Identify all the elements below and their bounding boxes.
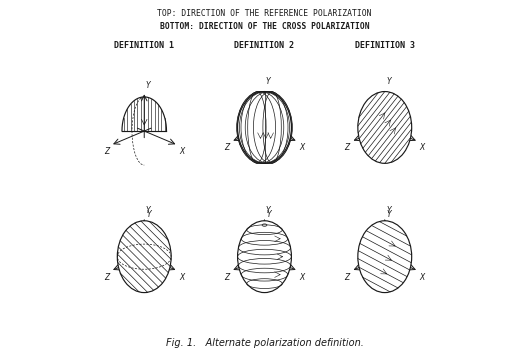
Ellipse shape [358,221,412,293]
Text: DEFINITION 3: DEFINITION 3 [355,41,415,50]
Text: X: X [299,143,305,152]
Text: X: X [299,272,305,281]
Text: DEFINITION 2: DEFINITION 2 [234,41,295,50]
Text: Z: Z [344,143,350,152]
Text: Z: Z [224,143,230,152]
Ellipse shape [238,92,291,163]
Text: Z: Z [104,272,109,281]
Text: Y: Y [145,206,150,215]
Text: Y: Y [386,206,391,215]
Text: Y: Y [266,77,270,86]
Text: TOP: DIRECTION OF THE REFERENCE POLARIZATION: TOP: DIRECTION OF THE REFERENCE POLARIZA… [157,9,372,18]
Text: Y: Y [386,77,391,86]
Text: Z: Z [224,272,230,281]
Text: DEFINITION 1: DEFINITION 1 [114,41,174,50]
Text: X: X [420,272,425,281]
Text: BOTTOM: DIRECTION OF THE CROSS POLARIZATION: BOTTOM: DIRECTION OF THE CROSS POLARIZAT… [160,22,369,31]
Text: Fig. 1.   Alternate polarization definition.: Fig. 1. Alternate polarization definitio… [166,338,363,348]
Ellipse shape [264,92,265,93]
Text: Z: Z [344,272,350,281]
Text: Y: Y [266,206,270,215]
Text: X: X [420,143,425,152]
Text: Y: Y [146,210,151,219]
Text: Z: Z [104,147,109,156]
Ellipse shape [238,221,291,293]
Text: Y: Y [266,210,271,219]
Text: X: X [179,272,185,281]
Text: Y: Y [145,80,150,89]
Ellipse shape [358,92,412,163]
Ellipse shape [117,221,171,293]
Text: Y: Y [387,210,391,219]
Text: X: X [179,147,185,156]
